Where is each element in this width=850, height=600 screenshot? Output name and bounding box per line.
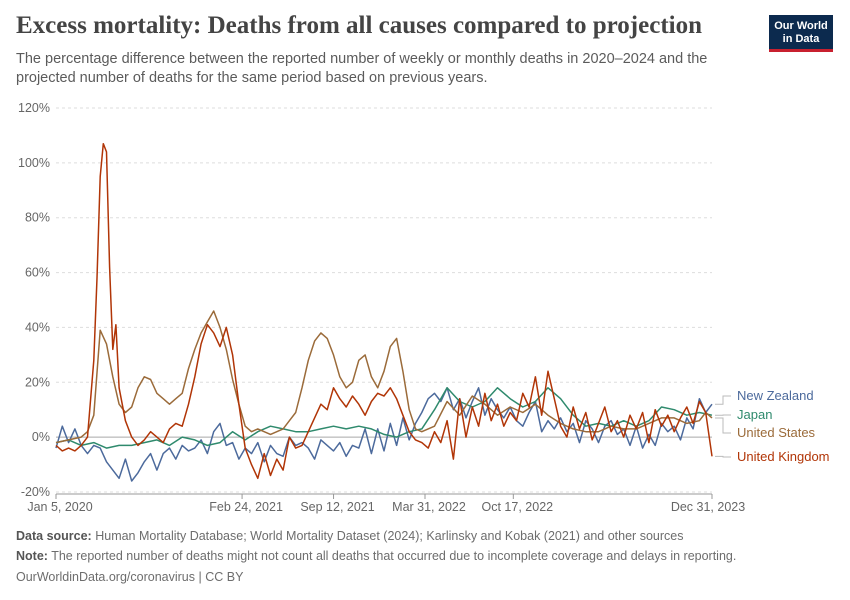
series-line-new-zealand[interactable] bbox=[55, 387, 713, 482]
data-source-text: Human Mortality Database; World Mortalit… bbox=[95, 529, 684, 543]
data-source-label: Data source: bbox=[16, 529, 92, 543]
legend-connector bbox=[715, 455, 731, 458]
source-url[interactable]: OurWorldinData.org/coronavirus | CC BY bbox=[16, 570, 243, 584]
y-tick-label: 40% bbox=[25, 320, 50, 334]
legend-connector bbox=[715, 395, 731, 405]
x-tick-label: Jan 5, 2020 bbox=[27, 500, 92, 514]
series-lines bbox=[55, 142, 713, 482]
x-tick-label: Feb 24, 2021 bbox=[209, 500, 283, 514]
note-label: Note: bbox=[16, 549, 48, 563]
x-axis-ticks: Jan 5, 2020 Feb 24, 2021 Sep 12, 2021 Mar 3… bbox=[27, 493, 745, 514]
series-line-united-kingdom[interactable] bbox=[55, 142, 713, 480]
x-tick-label: Dec 31, 2023 bbox=[671, 500, 745, 514]
legend-connector bbox=[715, 417, 731, 434]
legend-label-japan[interactable]: Japan bbox=[737, 407, 772, 422]
series-line-japan[interactable] bbox=[55, 387, 713, 449]
chart-subtitle: The percentage difference between the re… bbox=[16, 51, 708, 86]
chart-title: Excess mortality: Deaths from all causes… bbox=[16, 12, 702, 39]
source-url-text[interactable]: OurWorldinData.org/coronavirus | CC BY bbox=[16, 570, 244, 584]
legend-label-new-zealand[interactable]: New Zealand bbox=[737, 388, 814, 403]
y-tick-label: 120% bbox=[18, 101, 50, 115]
x-tick-label: Sep 12, 2021 bbox=[300, 500, 374, 514]
note-text: The reported number of deaths might not … bbox=[51, 549, 737, 563]
x-tick-label: Oct 17, 2022 bbox=[482, 500, 554, 514]
legend-label-united-kingdom[interactable]: United Kingdom bbox=[737, 449, 830, 464]
y-tick-label: 0% bbox=[32, 430, 50, 444]
y-tick-label: -20% bbox=[21, 485, 50, 499]
y-tick-label: 80% bbox=[25, 211, 50, 225]
y-tick-label: 60% bbox=[25, 266, 50, 280]
owid-logo[interactable]: Our World in Data bbox=[769, 15, 833, 52]
y-axis-ticks: -20% 0% 20% 40% 60% 80% 100% 120% bbox=[18, 101, 50, 499]
data-source: Data source: Human Mortality Database; W… bbox=[16, 529, 683, 543]
legend: New Zealand Japan United States United King… bbox=[715, 388, 830, 464]
legend-label-united-states[interactable]: United States bbox=[737, 425, 816, 440]
y-tick-label: 20% bbox=[25, 375, 50, 389]
x-tick-label: Mar 31, 2022 bbox=[392, 500, 466, 514]
series-line-united-states[interactable] bbox=[55, 310, 713, 444]
logo-line-2: in Data bbox=[782, 33, 820, 45]
y-tick-label: 100% bbox=[18, 156, 50, 170]
chart-note: Note: The reported number of deaths migh… bbox=[16, 549, 736, 563]
logo-line-1: Our World bbox=[774, 20, 828, 32]
